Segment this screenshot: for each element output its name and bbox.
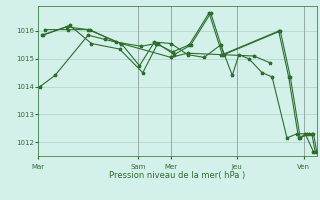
X-axis label: Pression niveau de la mer( hPa ): Pression niveau de la mer( hPa )	[109, 171, 246, 180]
